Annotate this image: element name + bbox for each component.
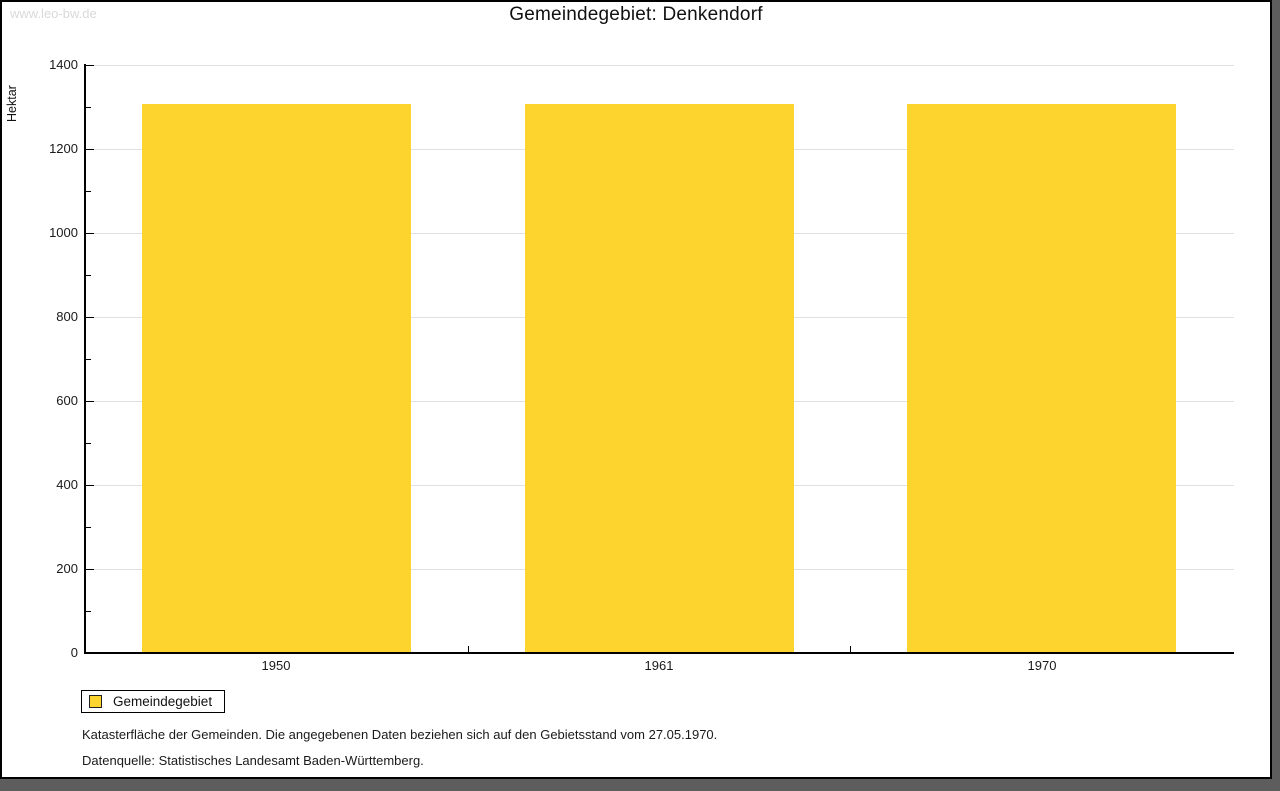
legend-label: Gemeindegebiet xyxy=(113,694,213,709)
legend-swatch-icon xyxy=(89,695,102,708)
chart-title: Gemeindegebiet: Denkendorf xyxy=(509,4,763,25)
y-tick-minor xyxy=(86,107,91,108)
y-tick-label: 600 xyxy=(56,393,78,408)
y-tick-minor xyxy=(86,359,91,360)
y-tick-label: 1400 xyxy=(49,57,78,72)
y-tick-minor xyxy=(86,191,91,192)
chart-frame: www.leo-bw.de Gemeindegebiet: Denkendorf… xyxy=(0,0,1272,779)
y-tick-major xyxy=(86,653,94,654)
y-tick-label: 800 xyxy=(56,309,78,324)
x-axis-line xyxy=(84,652,1234,654)
x-category-label: 1950 xyxy=(261,658,291,673)
y-tick-major xyxy=(86,401,94,402)
caption-line-1: Katasterfläche der Gemeinden. Die angege… xyxy=(82,727,718,742)
y-axis-line xyxy=(84,64,86,654)
y-tick-major xyxy=(86,317,94,318)
y-tick-minor xyxy=(86,611,91,612)
y-tick-label: 1000 xyxy=(49,225,78,240)
bar-1970 xyxy=(907,104,1176,652)
category-boundary-tick xyxy=(850,646,851,652)
x-category-label: 1970 xyxy=(1027,658,1057,673)
category-boundary-tick xyxy=(468,646,469,652)
y-tick-major xyxy=(86,485,94,486)
bar-1961 xyxy=(525,104,794,652)
bar-1950 xyxy=(142,104,411,652)
y-tick-label: 400 xyxy=(56,477,78,492)
x-category-label: 1961 xyxy=(644,658,674,673)
y-tick-major xyxy=(86,569,94,570)
y-tick-minor xyxy=(86,275,91,276)
gridline xyxy=(86,65,1234,66)
watermark: www.leo-bw.de xyxy=(10,6,97,21)
y-tick-label: 0 xyxy=(70,645,78,660)
y-tick-label: 200 xyxy=(56,561,78,576)
caption-line-2: Datenquelle: Statistisches Landesamt Bad… xyxy=(82,753,424,768)
y-tick-minor xyxy=(86,527,91,528)
y-tick-major xyxy=(86,65,94,66)
y-tick-major xyxy=(86,149,94,150)
y-tick-major xyxy=(86,233,94,234)
legend: Gemeindegebiet xyxy=(81,690,226,713)
y-tick-label: 1200 xyxy=(49,141,78,156)
y-tick-minor xyxy=(86,443,91,444)
